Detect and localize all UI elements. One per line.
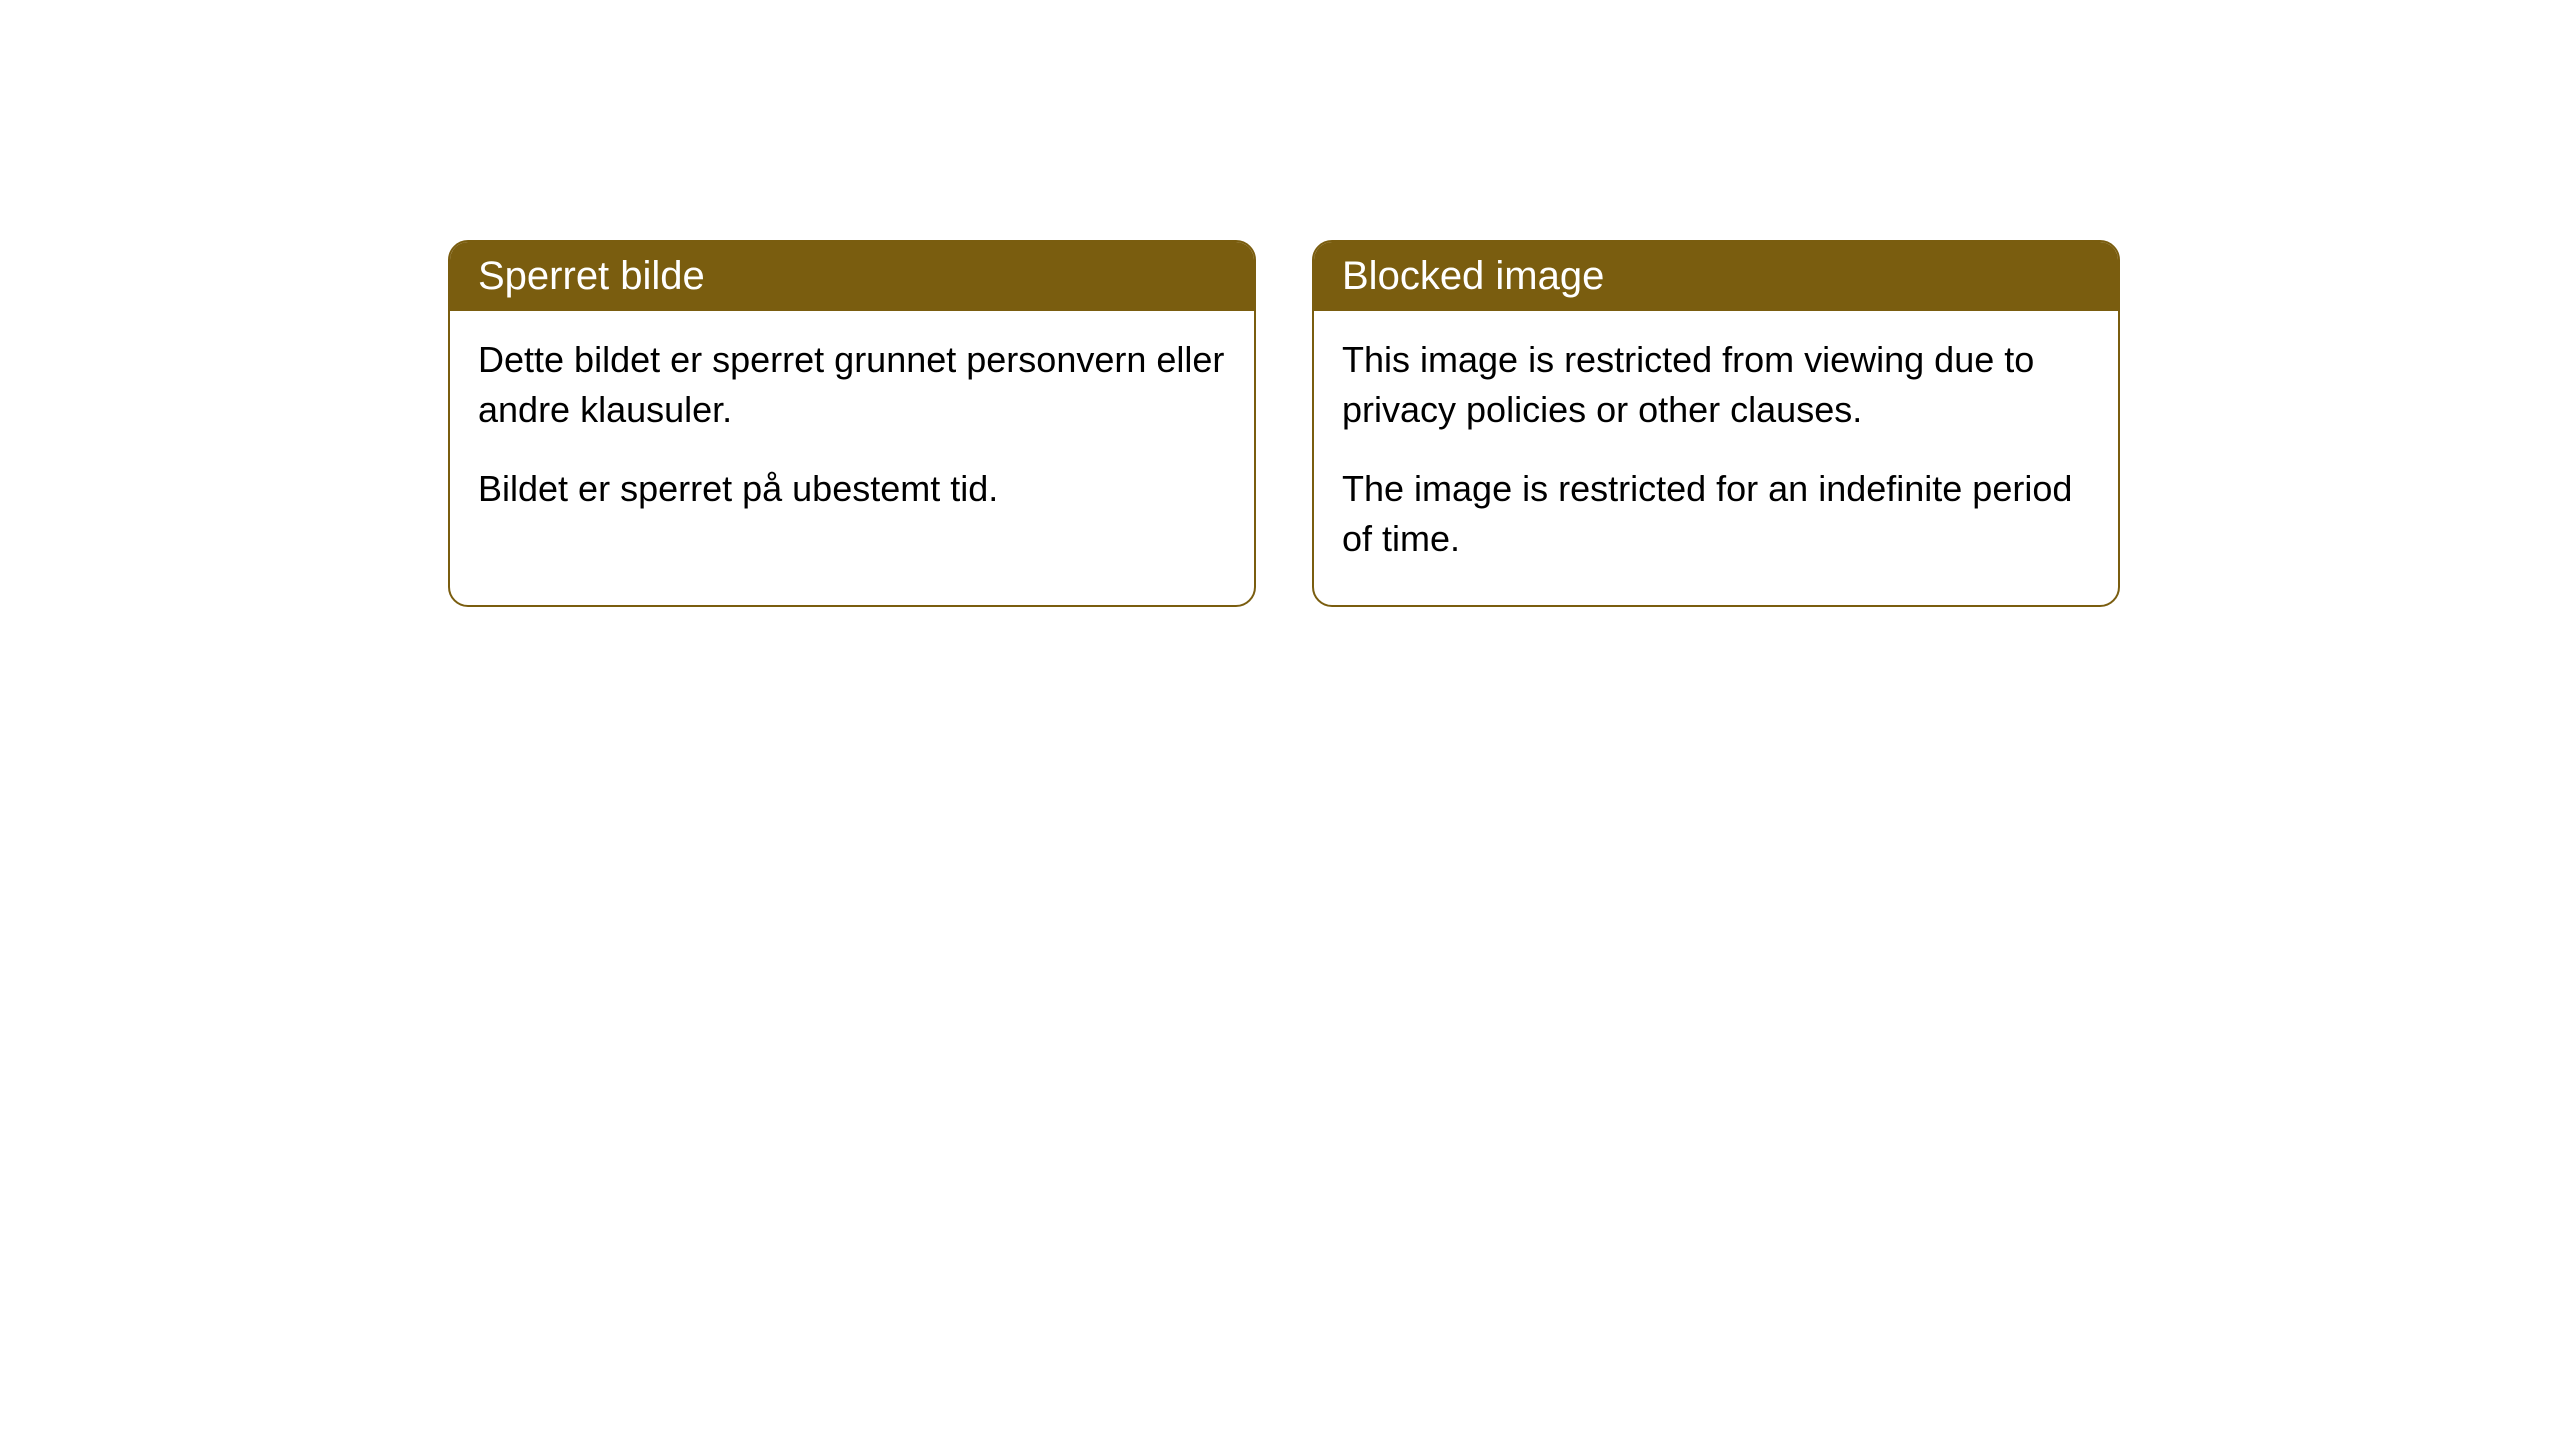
notice-container: Sperret bilde Dette bildet er sperret gr…: [448, 240, 2120, 607]
notice-card-english: Blocked image This image is restricted f…: [1312, 240, 2120, 607]
card-title: Sperret bilde: [478, 254, 705, 298]
notice-card-norwegian: Sperret bilde Dette bildet er sperret gr…: [448, 240, 1256, 607]
card-header: Sperret bilde: [450, 242, 1254, 311]
notice-paragraph: This image is restricted from viewing du…: [1342, 335, 2090, 436]
notice-paragraph: Bildet er sperret på ubestemt tid.: [478, 464, 1226, 514]
card-header: Blocked image: [1314, 242, 2118, 311]
notice-paragraph: Dette bildet er sperret grunnet personve…: [478, 335, 1226, 436]
card-body: This image is restricted from viewing du…: [1314, 311, 2118, 605]
card-body: Dette bildet er sperret grunnet personve…: [450, 311, 1254, 554]
notice-paragraph: The image is restricted for an indefinit…: [1342, 464, 2090, 565]
card-title: Blocked image: [1342, 254, 1604, 298]
